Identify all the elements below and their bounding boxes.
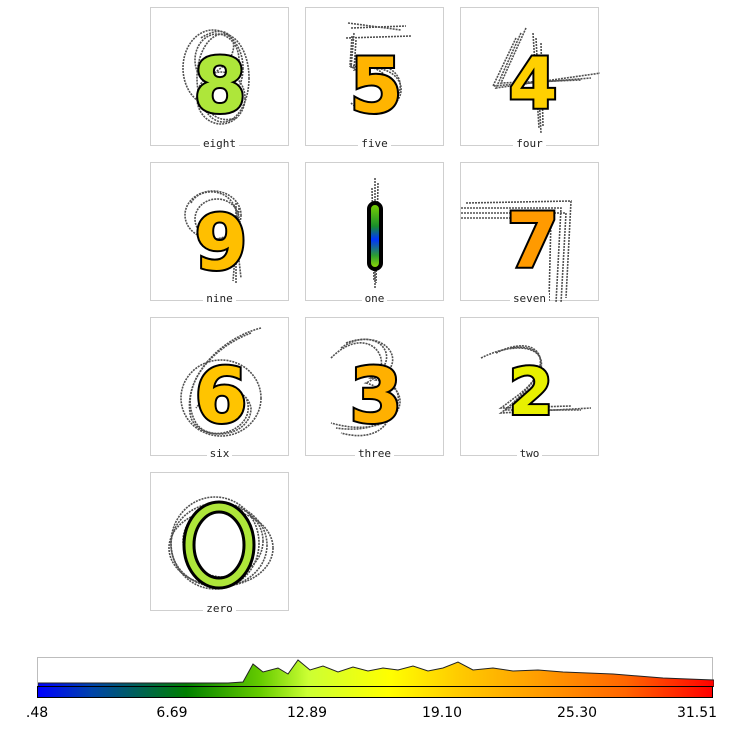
digit-two-drawing: 2 [480,345,592,432]
svg-text:8: 8 [194,41,247,130]
tick-label: 31.51 [676,705,718,721]
digit-nine-drawing: 9 [184,190,249,289]
digit-label: six [151,447,288,460]
digit-label: two [461,447,598,460]
digit-card-six[interactable]: 6 six [150,317,289,460]
digit-card-zero[interactable]: zero [150,472,289,615]
digit-card-two[interactable]: 2 two [460,317,599,460]
svg-text:3: 3 [350,351,403,440]
tick-label: 19.10 [421,705,463,721]
color-gradient [37,686,713,698]
histogram-area [37,659,715,688]
digit-card-nine[interactable]: 9 nine [150,162,289,305]
digit-three-drawing: 3 [330,338,404,442]
digit-label: zero [151,602,288,615]
digit-five-drawing: 5 [345,22,412,132]
svg-text:4: 4 [509,43,558,125]
tick-label: 6.69 [156,705,188,721]
value-histogram [37,657,715,688]
tick-label: .48 [25,705,49,721]
digit-label: three [306,447,443,460]
svg-text:5: 5 [350,41,403,130]
digit-label: five [306,137,443,150]
digit-label: eight [151,137,288,150]
digit-card-three[interactable]: 3 three [305,317,444,460]
digit-card-five[interactable]: 5 five [305,7,444,150]
digit-eight-drawing: 8 [182,29,250,132]
digit-label: one [306,292,443,305]
digit-card-four[interactable]: 4 four [460,7,600,150]
tick-label: 12.89 [286,705,328,721]
colorbar-ticks: .48 6.69 12.89 19.10 25.30 31.51 [26,705,717,725]
digit-label: four [461,137,598,150]
digit-six-drawing: 6 [180,327,262,442]
digit-label: seven [461,292,598,305]
digit-card-one[interactable]: one [305,162,444,305]
digit-card-eight[interactable]: 8 eight [150,7,289,150]
svg-text:9: 9 [195,198,248,287]
digit-four-drawing: 4 [491,27,600,134]
svg-text:2: 2 [509,356,554,430]
digit-one-drawing [367,178,383,288]
tick-label: 25.30 [556,705,598,721]
digit-seven-drawing: 7 [461,194,572,302]
digit-label: nine [151,292,288,305]
digit-card-seven[interactable]: 7 seven [460,162,599,305]
svg-text:6: 6 [195,351,248,440]
svg-text:7: 7 [507,196,560,285]
digit-zero-drawing [168,496,274,590]
colorbar: .48 6.69 12.89 19.10 25.30 31.51 [26,657,717,721]
